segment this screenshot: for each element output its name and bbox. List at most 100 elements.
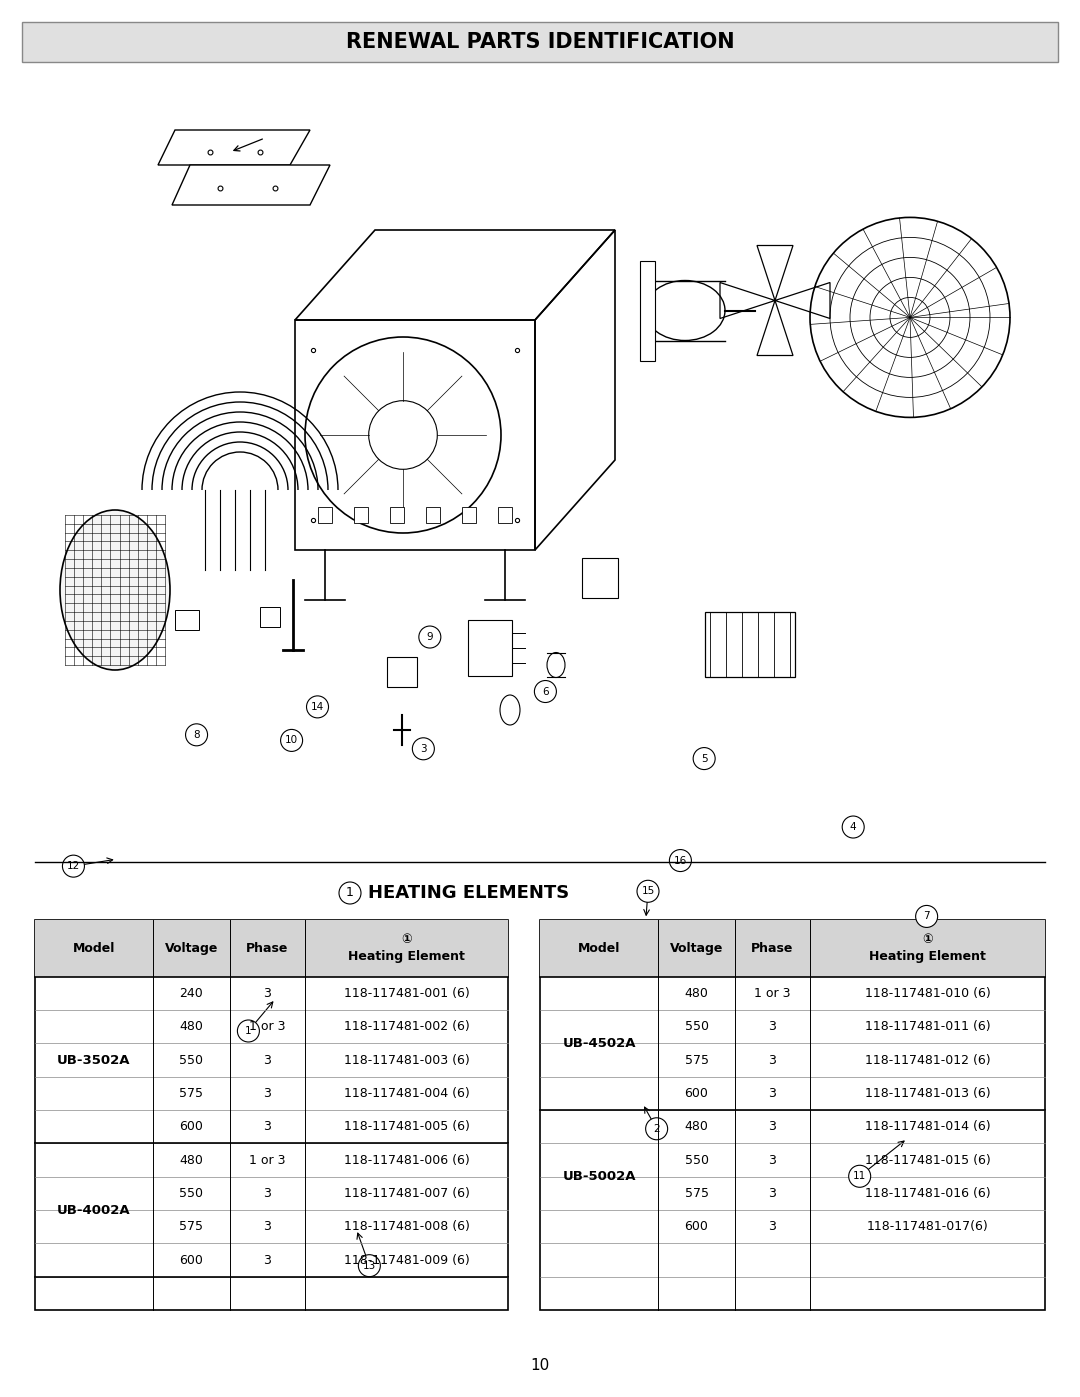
FancyBboxPatch shape (387, 657, 417, 687)
Text: 4: 4 (850, 821, 856, 833)
Text: 118-117481-016 (6): 118-117481-016 (6) (865, 1187, 990, 1200)
Text: 480: 480 (685, 986, 708, 1000)
Text: 1 or 3: 1 or 3 (249, 1020, 286, 1034)
Text: HEATING ELEMENTS: HEATING ELEMENTS (368, 884, 569, 902)
Text: 3: 3 (420, 743, 427, 754)
Text: 10: 10 (285, 735, 298, 746)
Text: 3: 3 (769, 1053, 777, 1066)
Polygon shape (172, 165, 330, 205)
FancyBboxPatch shape (22, 22, 1058, 61)
Text: RENEWAL PARTS IDENTIFICATION: RENEWAL PARTS IDENTIFICATION (346, 32, 734, 52)
Circle shape (646, 1118, 667, 1140)
Text: 118-117481-007 (6): 118-117481-007 (6) (343, 1187, 470, 1200)
FancyBboxPatch shape (582, 557, 618, 598)
Text: 118-117481-001 (6): 118-117481-001 (6) (343, 986, 470, 1000)
Circle shape (186, 724, 207, 746)
Text: 575: 575 (179, 1220, 203, 1234)
Text: 3: 3 (769, 1187, 777, 1200)
FancyBboxPatch shape (35, 921, 508, 977)
Text: 7: 7 (923, 911, 930, 922)
Text: 118-117481-017(6): 118-117481-017(6) (866, 1220, 988, 1234)
Text: 118-117481-003 (6): 118-117481-003 (6) (343, 1053, 470, 1066)
Text: 480: 480 (179, 1154, 203, 1166)
Text: 118-117481-009 (6): 118-117481-009 (6) (343, 1253, 470, 1267)
Text: Voltage: Voltage (165, 942, 218, 956)
Text: ①
Heating Element: ① Heating Element (348, 933, 464, 964)
Text: 11: 11 (853, 1171, 866, 1182)
Circle shape (238, 1020, 259, 1042)
Text: Voltage: Voltage (670, 942, 724, 956)
Circle shape (637, 880, 659, 902)
Text: 550: 550 (179, 1187, 203, 1200)
FancyBboxPatch shape (468, 620, 512, 676)
Text: UB-4002A: UB-4002A (57, 1204, 131, 1217)
FancyBboxPatch shape (705, 612, 795, 678)
Text: ①
Heating Element: ① Heating Element (869, 933, 986, 964)
Text: 575: 575 (685, 1053, 708, 1066)
Text: UB-3502A: UB-3502A (57, 1053, 131, 1066)
Text: UB-4502A: UB-4502A (563, 1037, 636, 1051)
Text: 15: 15 (642, 886, 654, 897)
FancyBboxPatch shape (498, 507, 512, 522)
Text: 118-117481-010 (6): 118-117481-010 (6) (865, 986, 990, 1000)
Circle shape (63, 855, 84, 877)
Text: 6: 6 (542, 686, 549, 697)
Text: 118-117481-015 (6): 118-117481-015 (6) (865, 1154, 990, 1166)
Text: 2: 2 (653, 1123, 660, 1134)
Text: 14: 14 (311, 701, 324, 712)
FancyBboxPatch shape (540, 921, 1045, 977)
Text: UB-5002A: UB-5002A (563, 1171, 636, 1183)
Circle shape (281, 729, 302, 752)
Text: 118-117481-005 (6): 118-117481-005 (6) (343, 1120, 470, 1133)
Text: 3: 3 (264, 1120, 271, 1133)
Text: 550: 550 (685, 1154, 708, 1166)
Text: 1: 1 (245, 1025, 252, 1037)
Circle shape (849, 1165, 870, 1187)
Text: 3: 3 (264, 1220, 271, 1234)
Text: 600: 600 (685, 1087, 708, 1099)
Ellipse shape (60, 510, 170, 671)
Text: 118-117481-006 (6): 118-117481-006 (6) (343, 1154, 470, 1166)
Text: 3: 3 (264, 1053, 271, 1066)
Text: 118-117481-014 (6): 118-117481-014 (6) (865, 1120, 990, 1133)
Text: 8: 8 (193, 729, 200, 740)
Circle shape (339, 882, 361, 904)
Text: 550: 550 (685, 1020, 708, 1034)
Text: Model: Model (72, 942, 116, 956)
Text: 1 or 3: 1 or 3 (754, 986, 791, 1000)
Text: 3: 3 (264, 1087, 271, 1099)
Text: 575: 575 (685, 1187, 708, 1200)
Text: 480: 480 (179, 1020, 203, 1034)
FancyBboxPatch shape (175, 610, 199, 630)
FancyBboxPatch shape (462, 507, 476, 522)
Text: 3: 3 (769, 1020, 777, 1034)
Text: 480: 480 (685, 1120, 708, 1133)
Circle shape (693, 747, 715, 770)
Text: Phase: Phase (246, 942, 288, 956)
Text: 13: 13 (363, 1260, 376, 1271)
Text: 3: 3 (769, 1087, 777, 1099)
FancyBboxPatch shape (426, 507, 440, 522)
Circle shape (842, 816, 864, 838)
Text: 9: 9 (427, 631, 433, 643)
FancyBboxPatch shape (540, 921, 1045, 1310)
Text: 3: 3 (264, 986, 271, 1000)
Circle shape (307, 696, 328, 718)
Text: 240: 240 (179, 986, 203, 1000)
Text: 118-117481-004 (6): 118-117481-004 (6) (343, 1087, 470, 1099)
FancyBboxPatch shape (260, 608, 280, 627)
Circle shape (535, 680, 556, 703)
Text: 550: 550 (179, 1053, 203, 1066)
Text: 118-117481-008 (6): 118-117481-008 (6) (343, 1220, 470, 1234)
Text: 600: 600 (685, 1220, 708, 1234)
FancyBboxPatch shape (35, 921, 508, 1310)
Circle shape (413, 738, 434, 760)
Text: 3: 3 (264, 1253, 271, 1267)
Text: 575: 575 (179, 1087, 203, 1099)
Circle shape (419, 626, 441, 648)
Circle shape (670, 849, 691, 872)
Circle shape (916, 905, 937, 928)
FancyBboxPatch shape (318, 507, 332, 522)
Text: 1 or 3: 1 or 3 (249, 1154, 286, 1166)
Circle shape (359, 1255, 380, 1277)
